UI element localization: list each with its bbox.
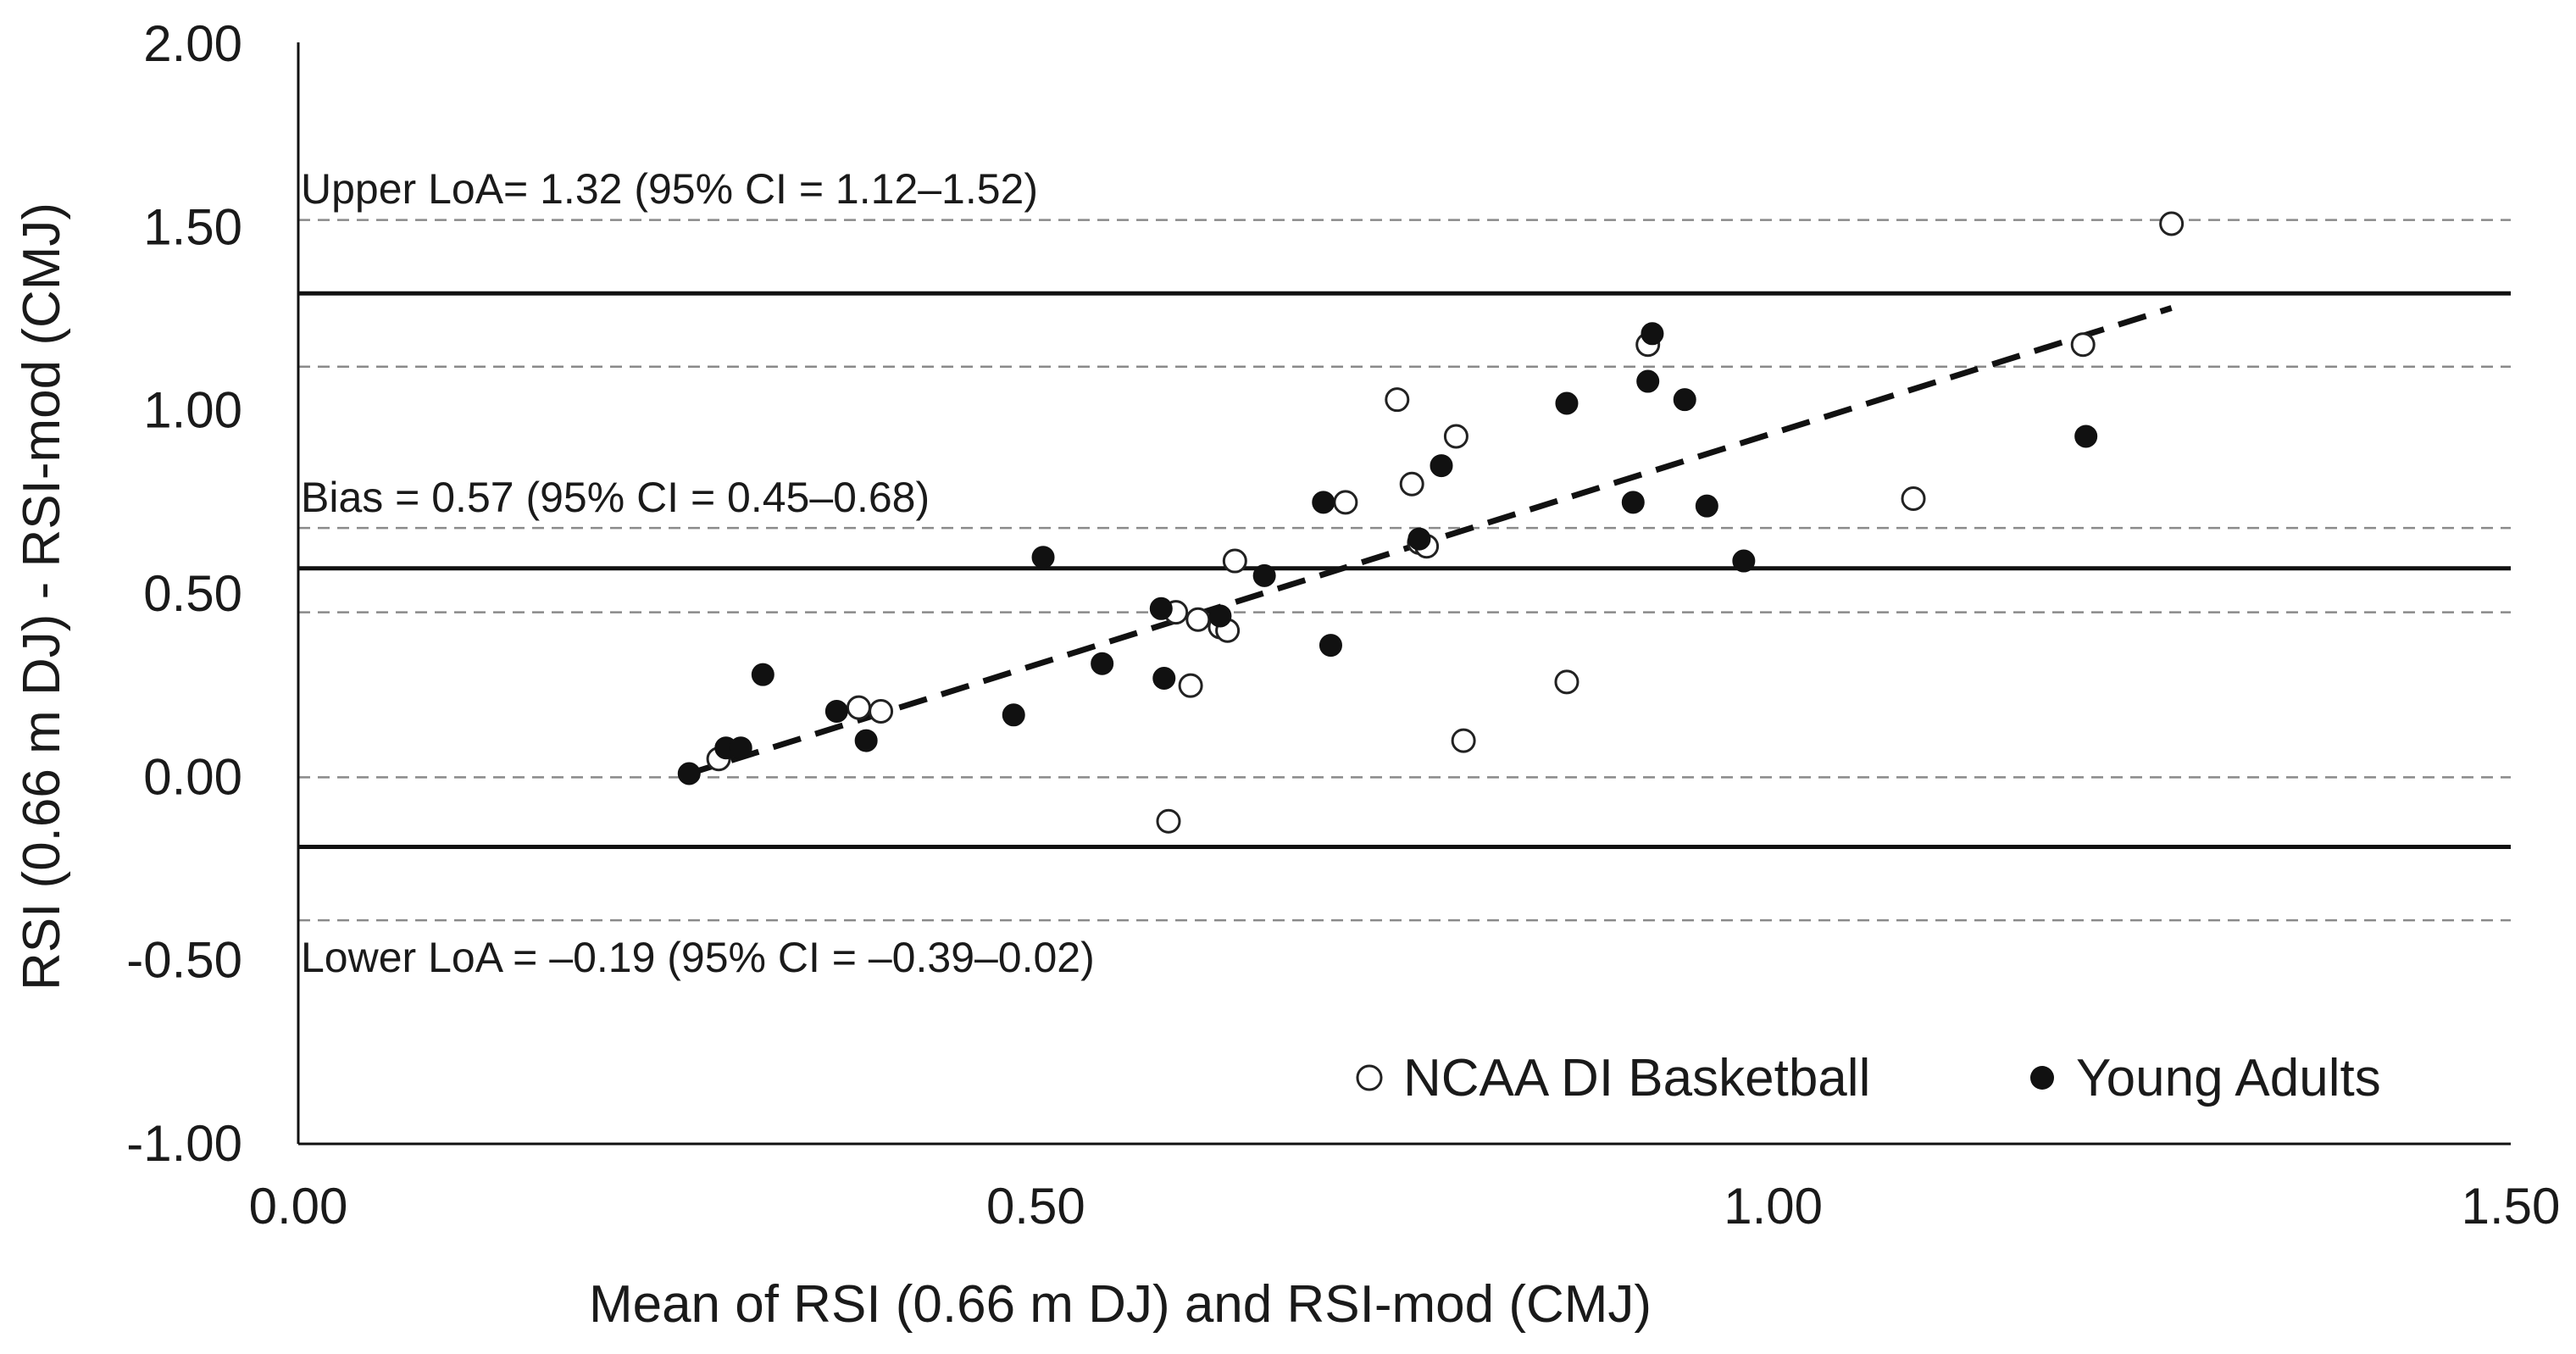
- point-ncaa: [1443, 424, 1468, 449]
- point-young-adult: [1252, 563, 1276, 587]
- point-ncaa: [1333, 490, 1358, 515]
- annotation-bias: Bias = 0.57 (95% CI = 0.45–0.68): [301, 474, 930, 521]
- point-young-adult: [1152, 667, 1176, 691]
- y-tick-label: 2.00: [143, 15, 242, 72]
- data-points: [677, 211, 2185, 834]
- point-ncaa: [846, 695, 871, 720]
- point-young-adult: [1091, 652, 1114, 675]
- axes: 0.00 0.50 1.00 1.50 -1.00 -0.50 0.00 0.50 1.00 1.…: [126, 15, 2560, 1235]
- x-tick-label: 1.00: [1724, 1178, 1823, 1235]
- point-ncaa: [1385, 387, 1410, 413]
- point-ncaa: [1399, 471, 1424, 497]
- legend-label-young-adults: Young Adults: [2076, 1049, 2381, 1107]
- point-young-adult: [677, 762, 701, 785]
- point-young-adult: [824, 699, 848, 723]
- reference-lines: [298, 219, 2511, 922]
- point-young-adult: [1208, 604, 1232, 628]
- point-young-adult: [1641, 322, 1664, 346]
- point-ncaa: [2159, 211, 2185, 236]
- x-axis-title: Mean of RSI (0.66 m DJ) and RSI-mod (CMJ…: [589, 1275, 1652, 1334]
- point-ncaa: [1554, 669, 1579, 695]
- point-young-adult: [729, 736, 752, 760]
- point-ncaa: [1222, 548, 1247, 574]
- legend: NCAA DI Basketball Young Adults: [1356, 1049, 2381, 1107]
- point-young-adult: [1732, 549, 1756, 573]
- point-young-adult: [751, 663, 774, 686]
- y-tick-label: 1.50: [143, 198, 242, 255]
- legend-marker-open-circle: [1356, 1064, 1383, 1091]
- point-young-adult: [1555, 391, 1579, 415]
- y-tick-label: -0.50: [126, 932, 242, 989]
- point-young-adult: [1312, 491, 1335, 514]
- y-tick-label: 0.50: [143, 565, 242, 622]
- x-tick-label: 0.00: [249, 1178, 348, 1235]
- point-young-adult: [1031, 546, 1055, 569]
- y-tick-label: 0.00: [143, 748, 242, 805]
- point-young-adult: [1319, 634, 1342, 658]
- point-ncaa: [869, 698, 894, 724]
- x-tick-label: 1.50: [2462, 1178, 2561, 1235]
- annotation-upper-loa: Upper LoA= 1.32 (95% CI = 1.12–1.52): [301, 165, 1038, 213]
- y-tick-label: -1.00: [126, 1115, 242, 1172]
- point-young-adult: [1430, 454, 1453, 478]
- y-axis-title: RSI (0.66 m DJ) - RSI-mod (CMJ): [13, 203, 71, 991]
- point-ncaa: [1156, 808, 1181, 834]
- x-tick-label: 0.50: [986, 1178, 1085, 1235]
- annotation-lower-loa: Lower LoA = –0.19 (95% CI = –0.39–0.02): [301, 934, 1095, 981]
- point-young-adult: [1673, 388, 1696, 412]
- point-ncaa: [1901, 486, 1926, 512]
- point-ncaa: [1451, 728, 1476, 753]
- y-tick-label: 1.00: [143, 382, 242, 439]
- point-ncaa: [1185, 607, 1211, 632]
- point-young-adult: [1621, 491, 1645, 514]
- point-young-adult: [1636, 369, 1660, 393]
- point-young-adult: [2074, 425, 2098, 448]
- legend-label-ncaa: NCAA DI Basketball: [1403, 1049, 1870, 1107]
- point-ncaa: [2070, 332, 2096, 358]
- point-young-adult: [1002, 703, 1025, 727]
- legend-marker-filled-circle: [2030, 1066, 2054, 1090]
- point-ncaa: [1178, 673, 1203, 698]
- point-young-adult: [854, 729, 878, 752]
- point-young-adult: [1695, 494, 1718, 518]
- point-young-adult: [1407, 527, 1431, 551]
- point-young-adult: [1149, 597, 1173, 620]
